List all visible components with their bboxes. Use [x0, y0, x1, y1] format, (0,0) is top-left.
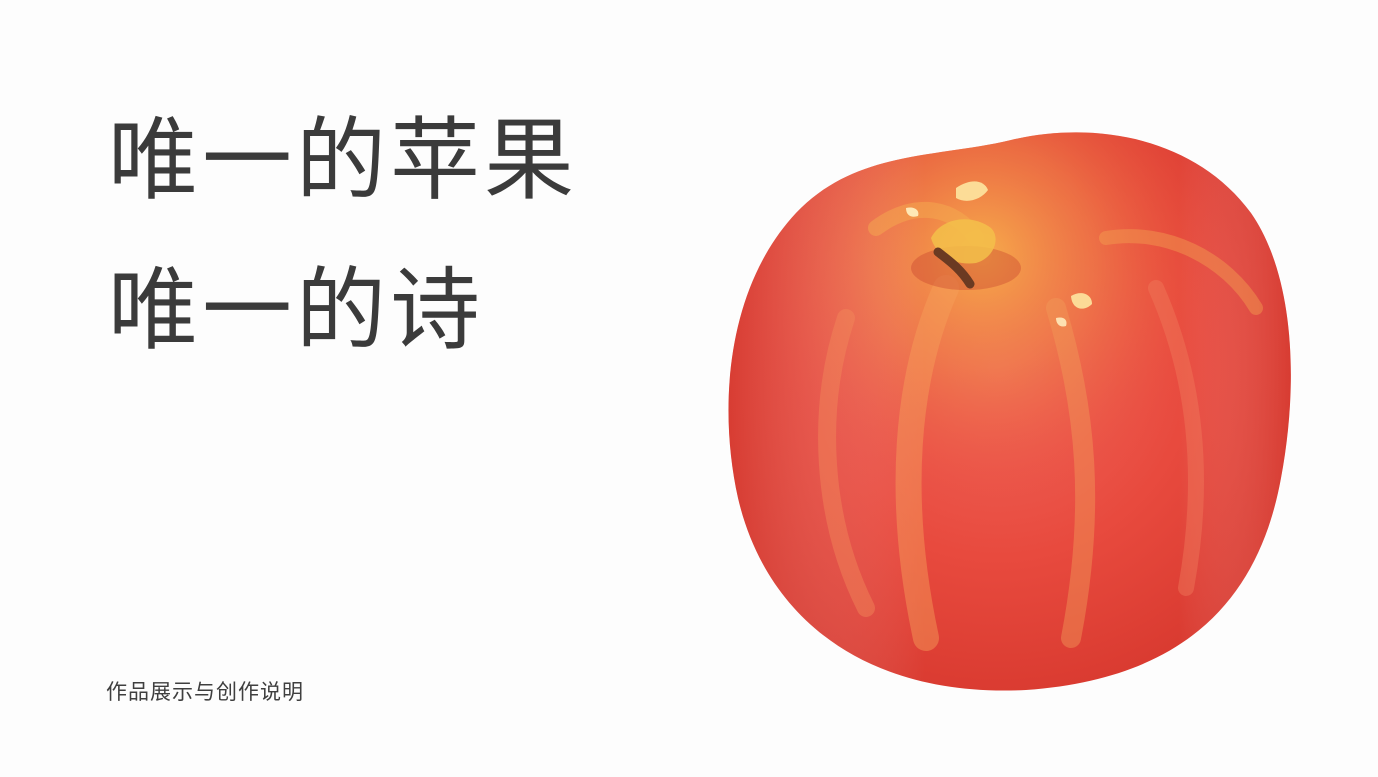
subtitle: 作品展示与创作说明 [106, 680, 304, 704]
title-line-2: 唯一的诗 [108, 258, 484, 363]
title-line-1: 唯一的苹果 [108, 108, 578, 213]
apple-illustration [728, 132, 1291, 691]
title-block: 唯一的苹果 唯一的诗 [108, 86, 578, 386]
apple-stem [933, 247, 975, 289]
